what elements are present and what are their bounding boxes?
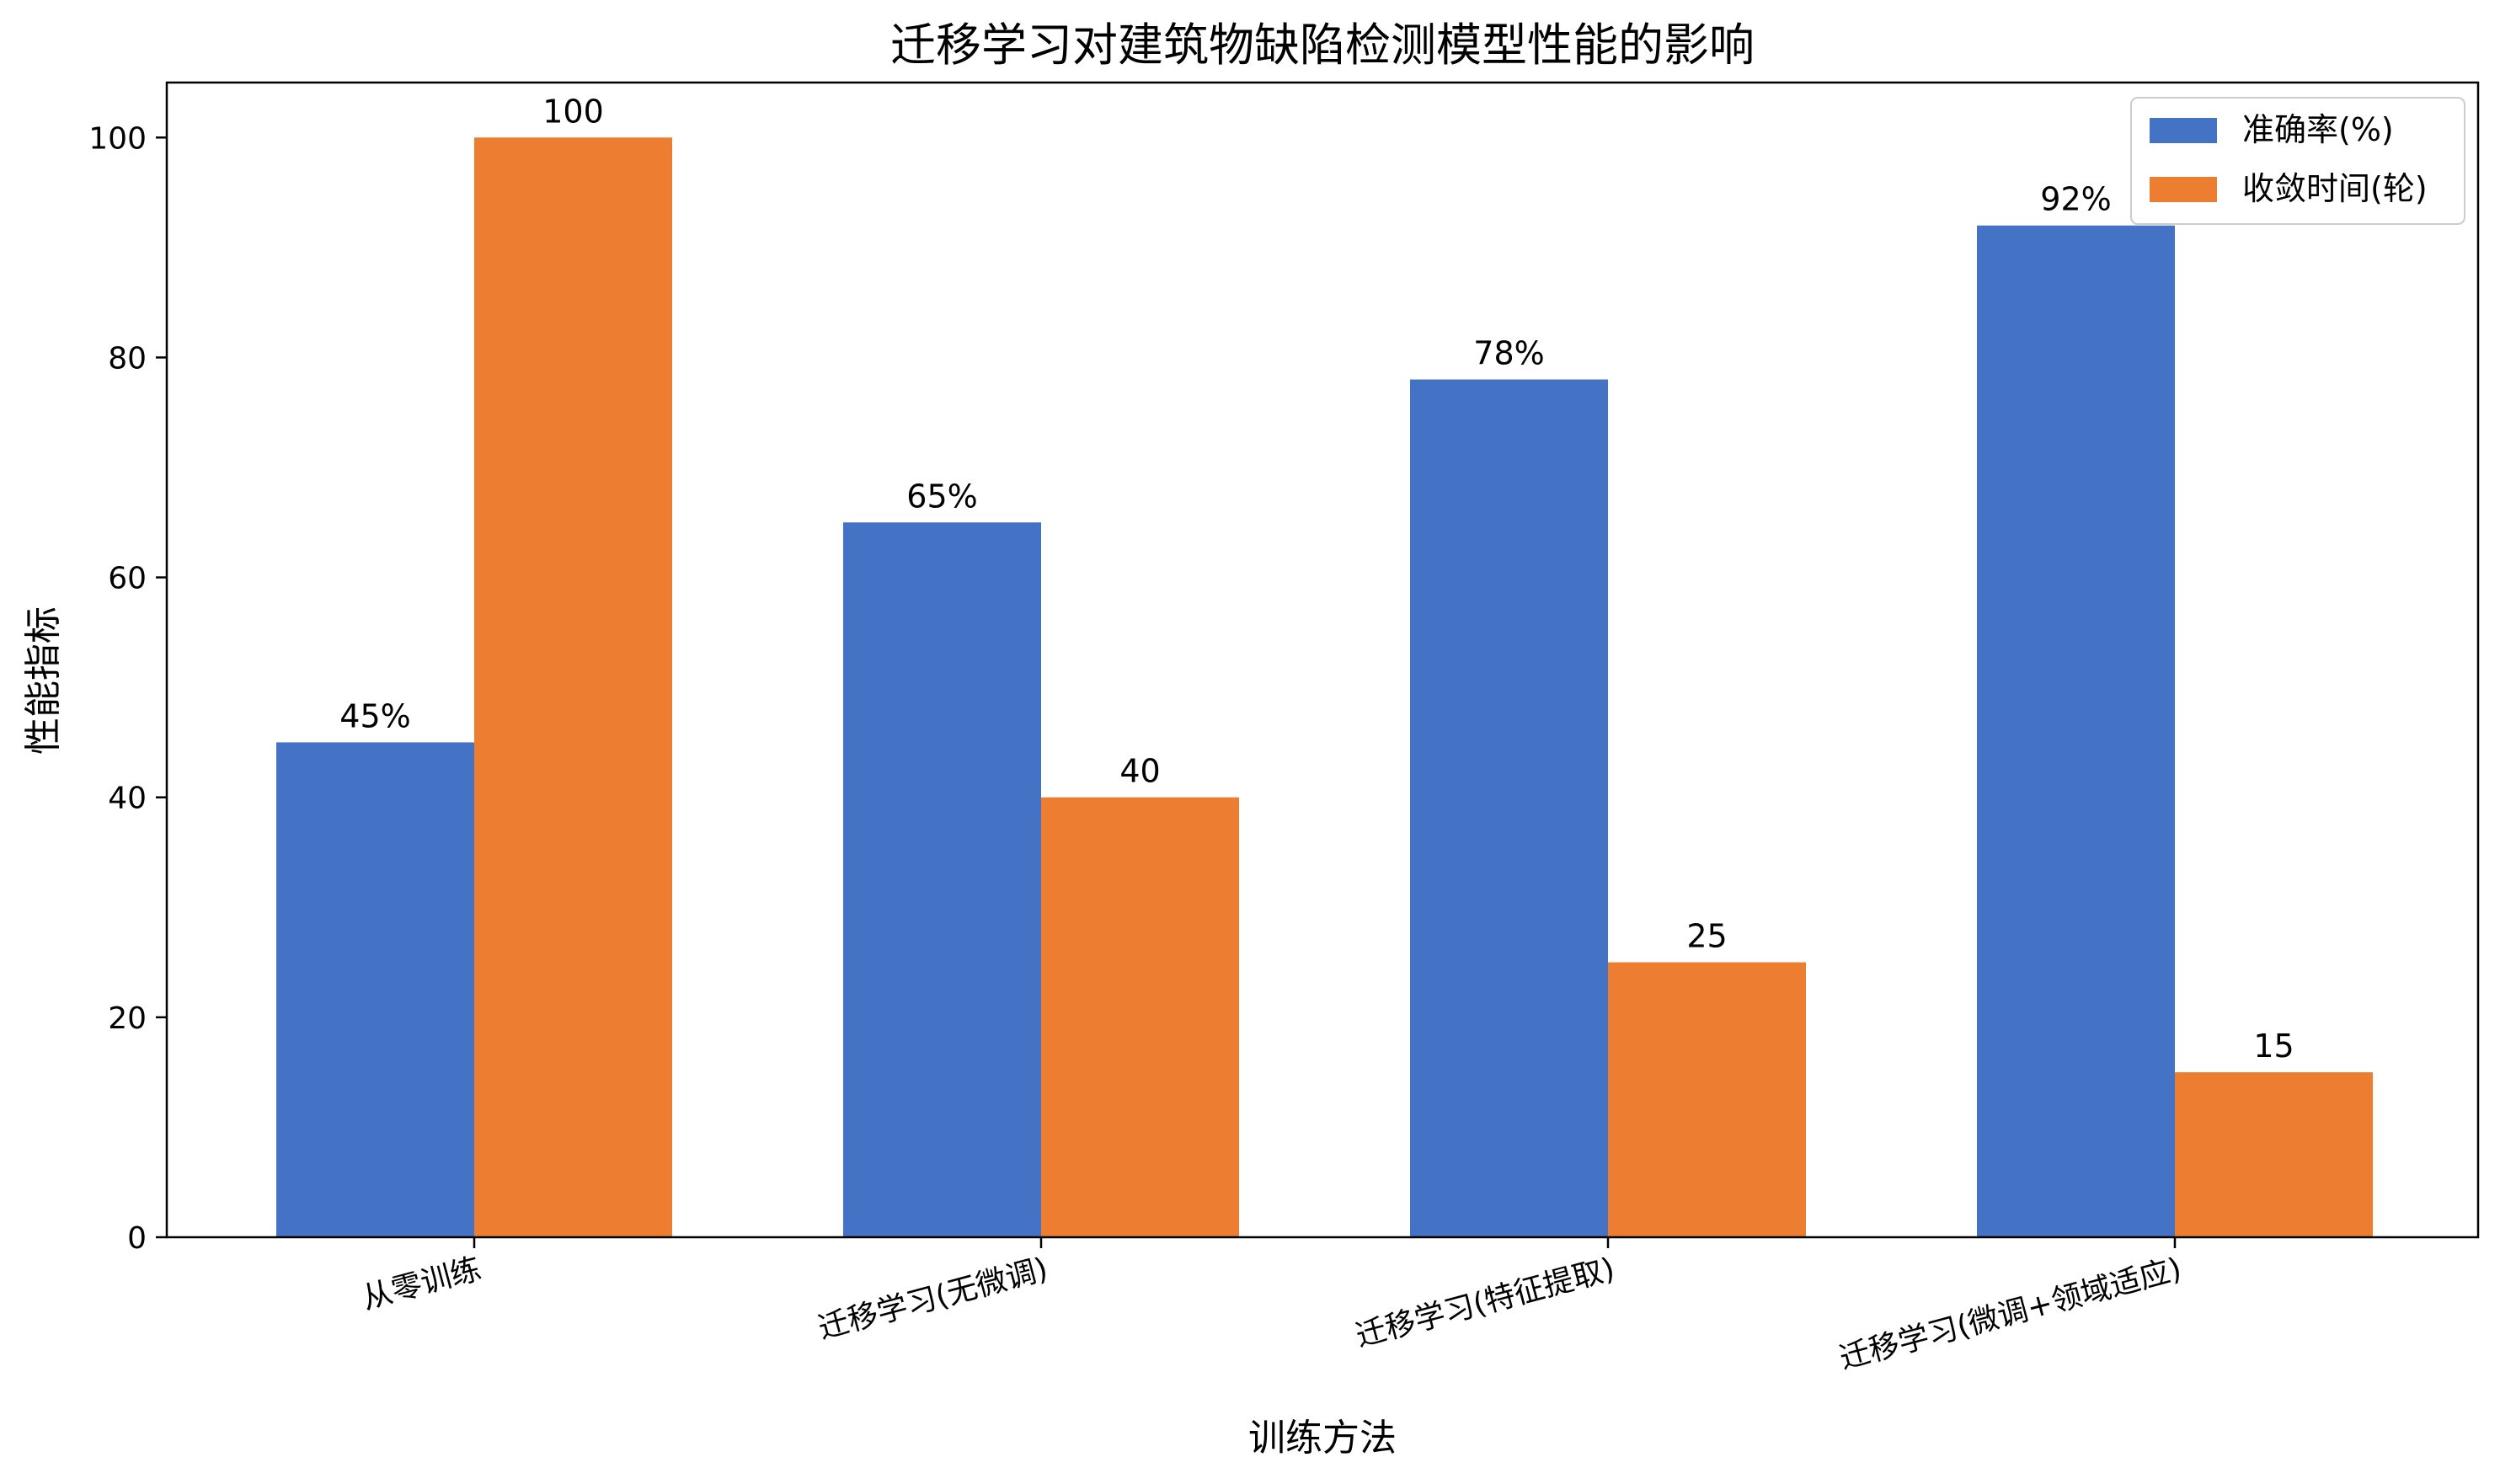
bar-series0-cat2	[1410, 379, 1608, 1237]
legend-swatch-1	[2150, 177, 2217, 202]
y-tick-label: 20	[108, 1001, 147, 1036]
bar-series0-cat3	[1977, 225, 2175, 1237]
data-label-series1-cat0: 100	[542, 93, 604, 130]
y-tick-label: 80	[108, 341, 147, 376]
data-label-series0-cat1: 65%	[906, 478, 977, 515]
data-label-series0-cat3: 92%	[2040, 181, 2111, 218]
data-label-series1-cat1: 40	[1119, 753, 1160, 790]
bar-series1-cat1	[1041, 797, 1239, 1237]
y-tick-label: 40	[108, 782, 147, 816]
data-label-series1-cat3: 15	[2253, 1028, 2294, 1065]
y-tick-label: 0	[127, 1221, 147, 1256]
bar-series1-cat3	[2175, 1072, 2373, 1237]
x-tick-label: 从零训练	[359, 1252, 485, 1316]
x-tick-label: 迁移学习(特征提取)	[1352, 1252, 1618, 1353]
y-tick-label: 100	[88, 121, 147, 156]
y-tick-label: 60	[108, 562, 147, 596]
chart-title: 迁移学习对建筑物缺陷检测模型性能的影响	[890, 19, 1755, 72]
x-tick-label: 迁移学习(微调+领域适应)	[1836, 1252, 2186, 1376]
plot-area: 45% 65% 78% 92% 100 40 25 15 0 20 40 60 80 100 从零训练 迁移学…	[88, 81, 2480, 1376]
x-axis-title: 训练方法	[1248, 1417, 1397, 1460]
bar-series1-cat0	[474, 137, 672, 1237]
legend-label-1: 收敛时间(轮)	[2242, 170, 2428, 207]
legend: 准确率(%) 收敛时间(轮)	[2130, 97, 2465, 225]
legend-label-0: 准确率(%)	[2242, 111, 2394, 148]
plot-frame	[165, 81, 2480, 1239]
legend-swatch-0	[2150, 118, 2217, 143]
data-label-series1-cat2: 25	[1686, 918, 1727, 955]
y-axis-title: 性能指标	[22, 606, 65, 755]
bar-series1-cat2	[1608, 962, 1806, 1237]
x-tick-label: 迁移学习(无微调)	[815, 1252, 1051, 1346]
bar-series0-cat0	[276, 742, 474, 1237]
data-label-series0-cat0: 45%	[339, 697, 410, 734]
bar-series0-cat1	[843, 522, 1041, 1237]
data-label-series0-cat2: 78%	[1473, 335, 1544, 372]
